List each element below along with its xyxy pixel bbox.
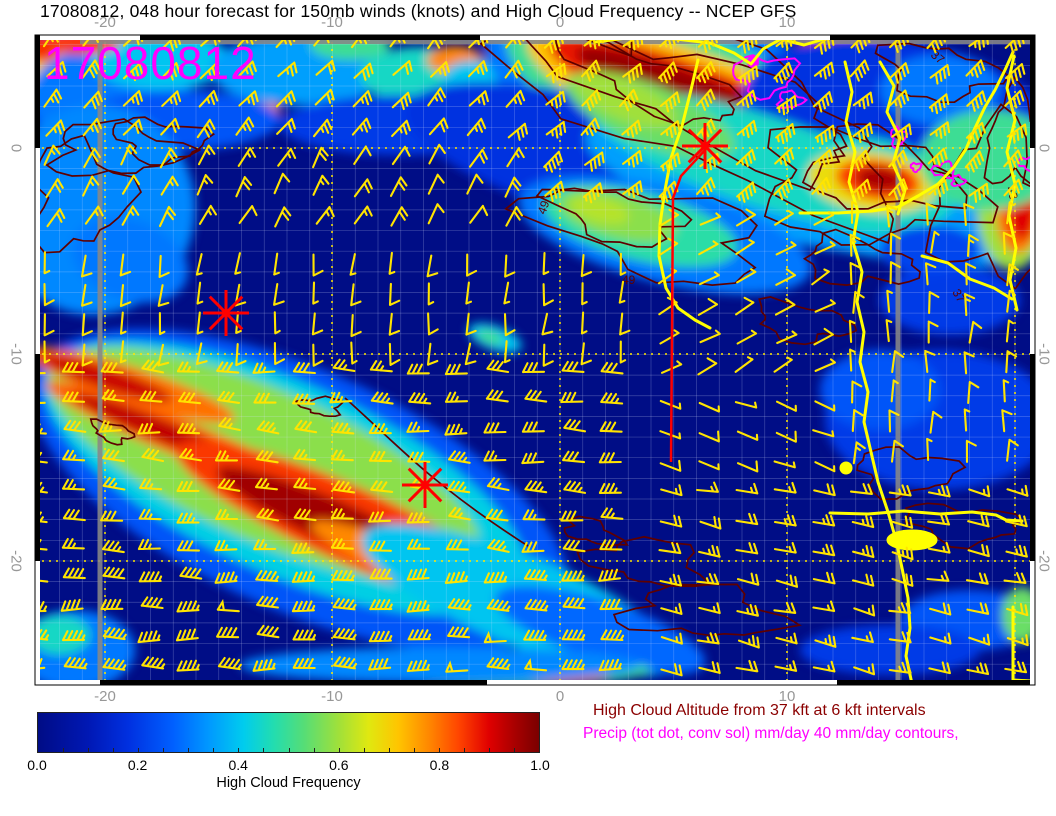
colorbar-minor-tick bbox=[363, 748, 365, 752]
top-axis-tick: 10 bbox=[778, 14, 796, 31]
legend-precip: Precip (tot dot, conv sol) mm/day 40 mm/… bbox=[583, 725, 959, 742]
colorbar-tick-label: 0.2 bbox=[127, 757, 148, 773]
colorbar-minor-tick bbox=[238, 748, 240, 752]
colorbar-minor-tick bbox=[463, 748, 465, 752]
top-axis-tick: -10 bbox=[321, 14, 343, 31]
plot-title: 17080812, 048 hour forecast for 150mb wi… bbox=[40, 1, 797, 21]
colorbar-minor-tick bbox=[263, 748, 265, 752]
colorbar-minor-tick bbox=[213, 748, 215, 752]
colorbar-minor-tick bbox=[288, 748, 290, 752]
left-axis-tick: -10 bbox=[7, 343, 25, 365]
bottom-axis-tick: -20 bbox=[94, 688, 116, 705]
colorbar-minor-tick bbox=[338, 748, 340, 752]
right-axis-tick: 0 bbox=[1035, 143, 1053, 153]
bottom-axis-tick: -10 bbox=[321, 688, 343, 705]
left-axis-tick: -20 bbox=[7, 550, 25, 572]
colorbar-tick-label: 0.6 bbox=[329, 757, 349, 773]
contour-label: 49 bbox=[622, 273, 636, 287]
datetime-overlay: 17080812 bbox=[44, 37, 257, 89]
colorbar-minor-tick bbox=[413, 748, 415, 752]
colorbar-tick-label: 1.0 bbox=[530, 757, 550, 773]
colorbar-minor-tick bbox=[163, 748, 165, 752]
right-axis-tick: -20 bbox=[1035, 550, 1053, 572]
colorbar-tick-label: 0.8 bbox=[429, 757, 450, 773]
contour-label: 49 bbox=[535, 198, 553, 216]
colorbar-minor-tick bbox=[513, 748, 515, 752]
bottom-axis-tick: 10 bbox=[778, 688, 796, 705]
colorbar-tick-label: 0.4 bbox=[228, 757, 248, 773]
colorbar-minor-tick bbox=[188, 748, 190, 752]
legend-cloud-altitude: High Cloud Altitude from 37 kft at 6 kft… bbox=[593, 702, 926, 719]
top-axis-tick: -20 bbox=[94, 14, 116, 31]
colorbar-minor-tick bbox=[138, 748, 140, 752]
colorbar-label: High Cloud Frequency bbox=[216, 775, 361, 791]
right-axis-tick: -10 bbox=[1035, 343, 1053, 365]
colorbar-tick-label: 0.0 bbox=[27, 757, 47, 773]
top-axis-tick: 0 bbox=[555, 14, 565, 31]
colorbar bbox=[37, 712, 540, 753]
contour-label: 37 bbox=[949, 287, 968, 306]
left-axis-tick: 0 bbox=[7, 143, 25, 153]
colorbar-minor-tick bbox=[313, 748, 315, 752]
colorbar-minor-tick bbox=[63, 748, 65, 752]
colorbar-minor-tick bbox=[113, 748, 115, 752]
colorbar-minor-tick bbox=[388, 748, 390, 752]
colorbar-minor-tick bbox=[88, 748, 90, 752]
colorbar-minor-tick bbox=[488, 748, 490, 752]
colorbar-minor-tick bbox=[438, 748, 440, 752]
bottom-axis-tick: 0 bbox=[555, 688, 565, 705]
